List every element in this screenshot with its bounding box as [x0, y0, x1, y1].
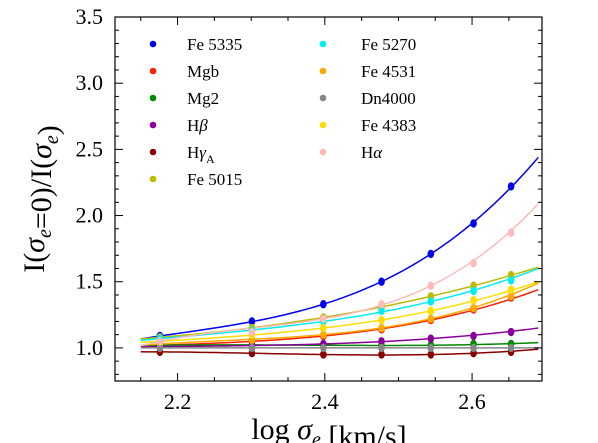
- y-tick-label: 1.5: [76, 269, 104, 294]
- point-h: [320, 314, 327, 323]
- y-tick-label: 3.0: [76, 70, 104, 95]
- legend-label-h-a: HγA: [187, 143, 215, 166]
- legend-label-mgb: Mgb: [187, 62, 219, 81]
- point-fe-4531: [507, 292, 515, 301]
- y-tick-label: 3.5: [76, 4, 104, 29]
- legend: Fe 5335 Mgb Mg2 Hβ HγA Fe 5015 Fe 5270 Fe 4531 D…: [149, 35, 416, 189]
- legend-marker-fe-4531: [319, 67, 327, 75]
- x-tick-label: 2.6: [458, 389, 486, 414]
- legend-label-mg2: Mg2: [187, 89, 219, 108]
- point-fe-4383: [320, 323, 327, 333]
- plot-area: [115, 17, 542, 381]
- point-h: [427, 281, 435, 290]
- point-dn4000: [470, 343, 477, 353]
- series-points: [156, 182, 515, 359]
- y-tick-label: 1.0: [76, 335, 104, 360]
- legend-label-fe-5015: Fe 5015: [187, 170, 242, 189]
- point-fe-4383: [470, 296, 477, 305]
- point-fe-5335: [378, 277, 385, 286]
- y-tick-label: 2.0: [76, 203, 104, 228]
- point-fe-4531: [470, 304, 477, 313]
- point-h: [248, 327, 256, 337]
- point-h: [507, 327, 515, 337]
- point-dn4000: [427, 343, 435, 353]
- point-fe-5270: [470, 286, 477, 296]
- point-fe-5270: [507, 276, 515, 285]
- legend-label-fe-5270: Fe 5270: [361, 35, 416, 54]
- point-h-a: [378, 350, 385, 359]
- x-axis-label: log σe [km/s]: [251, 413, 406, 443]
- legend-marker-h-a: [149, 148, 157, 156]
- point-h: [507, 228, 515, 237]
- point-fe-4531: [320, 330, 327, 339]
- point-fe-5335: [470, 219, 477, 228]
- point-dn4000: [507, 343, 515, 353]
- point-dn4000: [320, 343, 327, 353]
- point-fe-4531: [427, 314, 435, 323]
- point-fe-4383: [427, 306, 435, 316]
- legend-marker-mgb: [149, 67, 157, 75]
- legend-label-fe-4531: Fe 4531: [361, 62, 416, 81]
- axis-tick-labels: 2.2 2.4 2.6 1.0 1.5 2.0 2.5 3.0 3.5: [76, 4, 486, 414]
- point-fe-4531: [378, 323, 385, 333]
- point-h: [427, 334, 435, 343]
- legend-marker-h: [149, 121, 157, 129]
- legend-label-h: Hα: [361, 143, 383, 162]
- point-dn4000: [248, 343, 256, 353]
- x-tick-label: 2.2: [164, 389, 192, 414]
- legend-marker-fe-5270: [319, 40, 327, 48]
- point-h: [378, 300, 385, 309]
- point-h: [378, 337, 385, 346]
- legend-marker-fe-5335: [149, 40, 157, 48]
- y-tick-label: 2.5: [76, 136, 104, 161]
- point-fe-4383: [507, 285, 515, 294]
- point-h: [470, 331, 477, 341]
- legend-label-fe-4383: Fe 4383: [361, 116, 416, 135]
- point-h-a: [320, 350, 327, 359]
- point-dn4000: [378, 343, 385, 353]
- point-fe-4383: [378, 315, 385, 325]
- point-fe-5335: [248, 317, 256, 326]
- point-fe-5270: [378, 306, 385, 316]
- plot-frame: [114, 16, 543, 382]
- legend-marker-h: [319, 148, 327, 156]
- point-h: [156, 337, 164, 346]
- legend-label-h: Hβ: [187, 116, 208, 135]
- legend-marker-dn4000: [319, 94, 327, 102]
- x-tick-label: 2.4: [311, 389, 339, 414]
- legend-marker-mg2: [149, 94, 157, 102]
- legend-label-dn4000: Dn4000: [361, 89, 416, 108]
- legend-marker-fe-4383: [319, 121, 327, 129]
- legend-label-fe-5335: Fe 5335: [187, 35, 242, 54]
- point-fe-5335: [427, 249, 435, 259]
- point-fe-5270: [427, 297, 435, 306]
- point-fe-5335: [507, 182, 515, 191]
- point-h-a: [427, 350, 435, 359]
- axis-ticks: [115, 16, 542, 381]
- point-fe-5335: [320, 300, 327, 309]
- legend-marker-fe-5015: [149, 175, 157, 183]
- point-dn4000: [156, 343, 164, 353]
- y-axis-label: I(σe=0)/I(σe): [18, 125, 65, 273]
- point-h: [470, 259, 477, 268]
